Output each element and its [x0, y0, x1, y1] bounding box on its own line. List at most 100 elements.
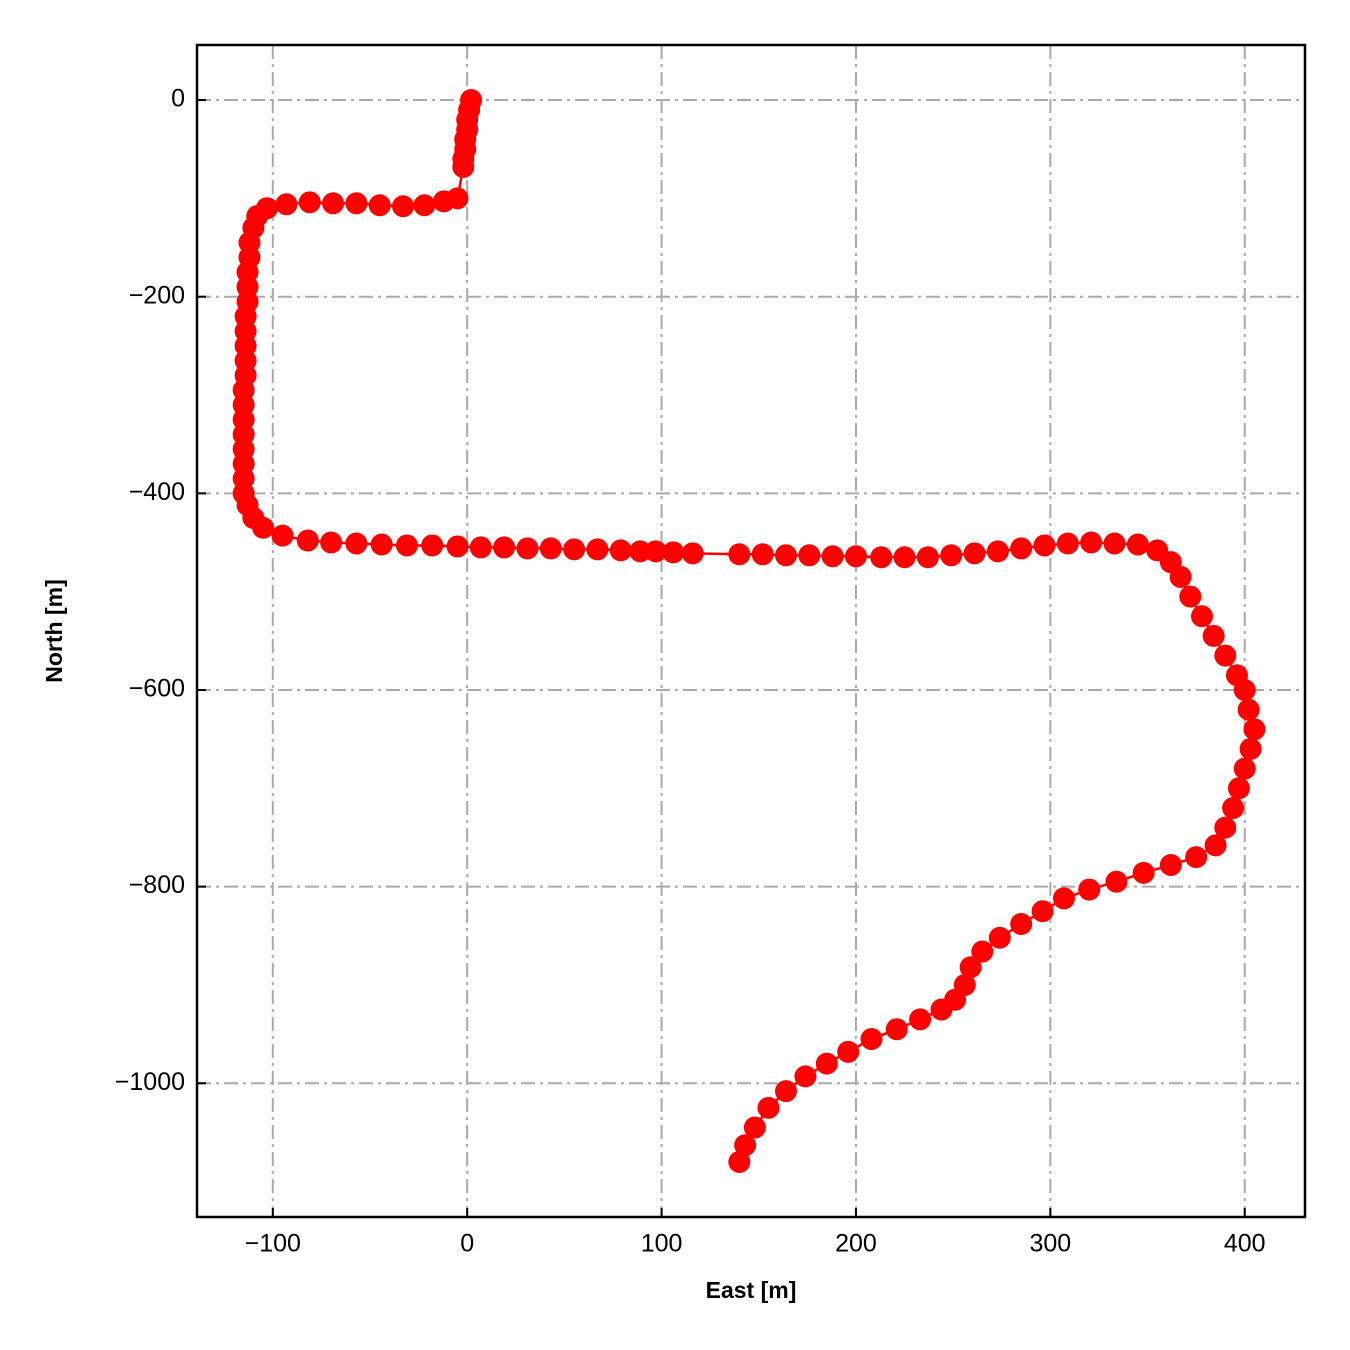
- marker: [1227, 777, 1250, 800]
- marker: [1078, 878, 1101, 901]
- marker: [988, 926, 1011, 949]
- marker: [469, 536, 492, 559]
- marker: [1237, 698, 1260, 721]
- marker: [1010, 537, 1033, 560]
- marker: [1033, 534, 1056, 557]
- marker: [1239, 737, 1262, 760]
- marker: [1169, 565, 1192, 588]
- marker: [893, 546, 916, 569]
- marker: [395, 534, 418, 557]
- marker: [629, 540, 652, 563]
- marker: [860, 1028, 883, 1051]
- marker: [298, 191, 321, 214]
- marker: [1052, 887, 1075, 910]
- marker: [1222, 796, 1245, 819]
- marker: [774, 544, 797, 567]
- marker: [798, 544, 821, 567]
- marker: [916, 546, 939, 569]
- x-tick-label: 100: [641, 1230, 683, 1258]
- marker: [728, 543, 751, 566]
- marker: [930, 998, 953, 1021]
- marker: [1243, 718, 1266, 741]
- marker: [844, 545, 867, 568]
- marker: [322, 192, 345, 215]
- marker: [986, 540, 1009, 563]
- marker: [963, 542, 986, 565]
- marker: [563, 538, 586, 561]
- marker: [452, 155, 475, 178]
- marker: [794, 1065, 817, 1088]
- marker: [446, 535, 469, 558]
- marker: [1031, 900, 1054, 923]
- marker: [296, 529, 319, 552]
- marker: [1185, 846, 1208, 869]
- x-tick-label: −100: [245, 1230, 301, 1258]
- marker: [751, 543, 774, 566]
- marker: [1233, 678, 1256, 701]
- x-tick-label: 300: [1029, 1230, 1071, 1258]
- x-tick-label: 200: [835, 1230, 877, 1258]
- y-tick-label: 0: [171, 85, 185, 113]
- marker: [275, 193, 298, 216]
- marker: [870, 546, 893, 569]
- marker: [609, 539, 632, 562]
- x-tick-label: 0: [460, 1230, 474, 1258]
- marker: [1056, 532, 1079, 555]
- marker: [1132, 861, 1155, 884]
- marker: [539, 537, 562, 560]
- y-tick-label: −600: [129, 675, 185, 703]
- y-tick-label: −400: [129, 478, 185, 506]
- marker: [432, 190, 455, 213]
- marker: [757, 1096, 780, 1119]
- marker: [1126, 533, 1149, 556]
- marker: [1190, 605, 1213, 628]
- marker: [345, 192, 368, 215]
- marker: [345, 532, 368, 555]
- marker: [1204, 834, 1227, 857]
- marker: [368, 194, 391, 217]
- marker: [1179, 585, 1202, 608]
- y-tick-label: −200: [129, 281, 185, 309]
- plot-frame: [195, 43, 1307, 1219]
- marker: [392, 195, 415, 218]
- y-tick-label: −1000: [115, 1068, 185, 1096]
- marker: [1105, 870, 1128, 893]
- marker: [320, 531, 343, 554]
- x-tick-label: 400: [1224, 1230, 1266, 1258]
- marker: [1214, 644, 1237, 667]
- marker: [821, 545, 844, 568]
- marker: [421, 534, 444, 557]
- y-tick-label: −800: [129, 871, 185, 899]
- marker: [734, 1134, 757, 1157]
- marker: [909, 1008, 932, 1031]
- marker: [1233, 757, 1256, 780]
- marker: [1202, 624, 1225, 647]
- marker: [1103, 532, 1126, 555]
- marker: [1159, 854, 1182, 877]
- marker: [728, 1150, 751, 1173]
- marker: [774, 1080, 797, 1103]
- marker: [837, 1040, 860, 1063]
- marker: [644, 540, 667, 563]
- marker: [959, 956, 982, 979]
- marker: [586, 538, 609, 561]
- marker: [1010, 913, 1033, 935]
- marker: [493, 536, 516, 559]
- marker: [252, 516, 275, 539]
- marker: [885, 1018, 908, 1041]
- marker: [940, 544, 963, 567]
- line: [242, 99, 1256, 1163]
- marker: [681, 542, 704, 565]
- marker: [413, 194, 436, 217]
- x-axis-label: East [m]: [706, 1277, 797, 1303]
- marker: [370, 533, 393, 556]
- marker: [743, 1116, 766, 1139]
- marker: [1214, 816, 1237, 839]
- marker: [1080, 531, 1103, 554]
- y-axis-label: North [m]: [41, 579, 67, 682]
- marker: [971, 940, 994, 963]
- marker: [516, 537, 539, 560]
- marker: [815, 1052, 838, 1075]
- marker: [662, 541, 685, 564]
